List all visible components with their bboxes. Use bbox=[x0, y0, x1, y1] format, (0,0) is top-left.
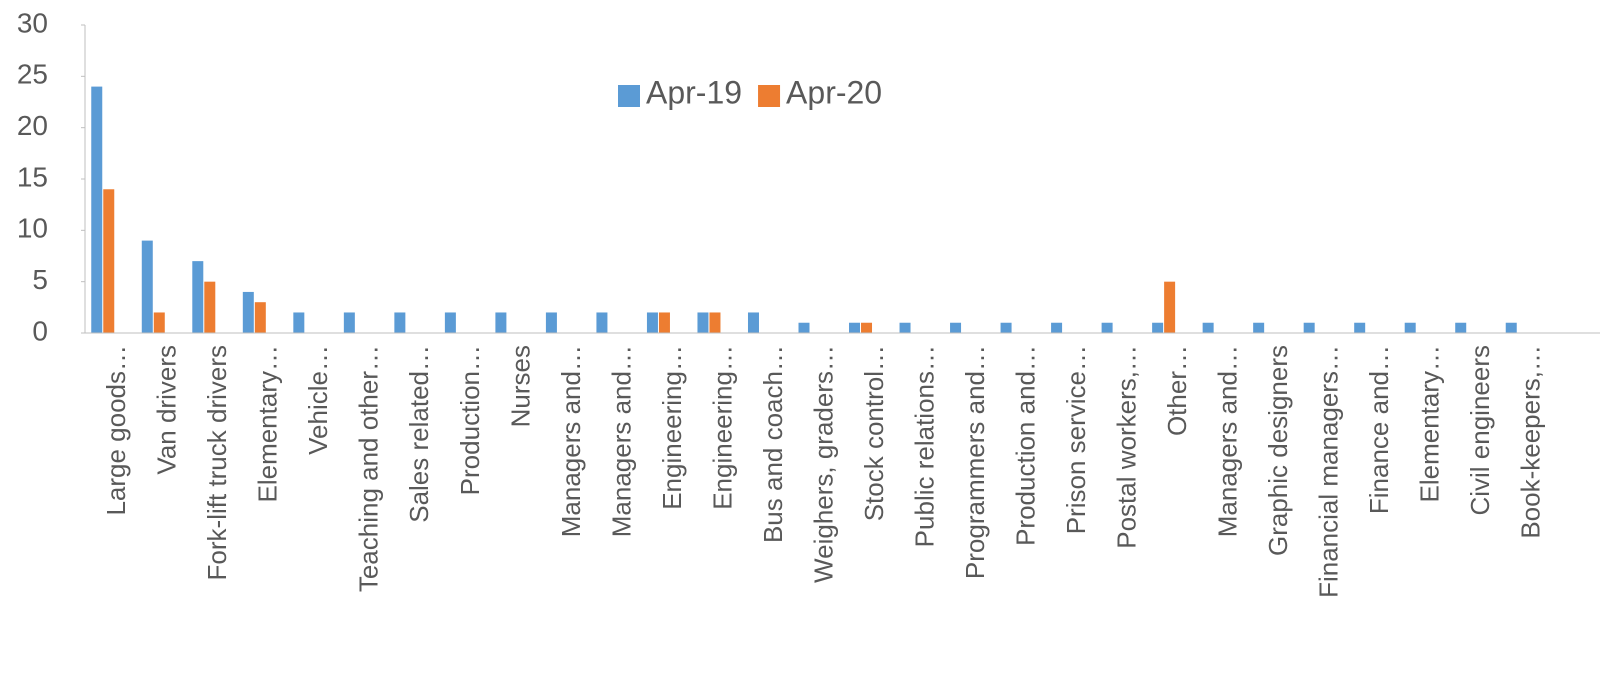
bar bbox=[242, 291, 254, 333]
x-tick-label: Managers and… bbox=[1213, 345, 1243, 537]
bar bbox=[747, 312, 759, 333]
bar bbox=[646, 312, 658, 333]
x-tick-label: Production and… bbox=[1010, 345, 1040, 546]
x-tick-label: Large goods… bbox=[101, 345, 131, 516]
x-tick-label: Fork-lift truck drivers bbox=[202, 345, 232, 580]
bar bbox=[204, 281, 216, 333]
bar bbox=[1253, 322, 1265, 333]
bar bbox=[697, 312, 709, 333]
bar bbox=[1202, 322, 1214, 333]
bar bbox=[899, 322, 911, 333]
x-tick-label: Nurses bbox=[505, 345, 535, 427]
bar bbox=[1505, 322, 1517, 333]
x-tick-label: Managers and… bbox=[606, 345, 636, 537]
y-tick-label: 15 bbox=[17, 161, 48, 192]
bar bbox=[1455, 322, 1467, 333]
y-tick-label: 5 bbox=[32, 264, 48, 295]
bar bbox=[1152, 322, 1164, 333]
bar bbox=[596, 312, 608, 333]
bar bbox=[1354, 322, 1366, 333]
x-tick-label: Book-keepers,… bbox=[1516, 345, 1546, 539]
x-tick-label: Teaching and other… bbox=[354, 345, 384, 592]
bar bbox=[658, 312, 670, 333]
x-tick-label: Weighers, graders… bbox=[808, 345, 838, 583]
legend-swatch bbox=[618, 85, 640, 107]
x-tick-label: Stock control… bbox=[859, 345, 889, 521]
bar bbox=[394, 312, 406, 333]
bar bbox=[343, 312, 355, 333]
bar bbox=[798, 322, 810, 333]
x-tick-label: Public relations… bbox=[909, 345, 939, 547]
x-tick-label: Prison service… bbox=[1061, 345, 1091, 534]
bar bbox=[141, 240, 153, 333]
bar bbox=[861, 322, 873, 333]
x-tick-label: Managers and… bbox=[556, 345, 586, 537]
bar bbox=[1051, 322, 1063, 333]
bar bbox=[950, 322, 962, 333]
x-tick-label: Other… bbox=[1162, 345, 1192, 436]
bar bbox=[192, 261, 204, 333]
bar bbox=[709, 312, 721, 333]
x-tick-label: Bus and coach… bbox=[758, 345, 788, 543]
bar bbox=[293, 312, 305, 333]
y-tick-label: 0 bbox=[32, 315, 48, 346]
y-tick-label: 25 bbox=[17, 59, 48, 90]
x-tick-label: Postal workers,… bbox=[1111, 345, 1141, 549]
x-tick-label: Engineering… bbox=[707, 345, 737, 510]
x-tick-label: Van drivers bbox=[152, 345, 182, 475]
bar bbox=[1101, 322, 1113, 333]
x-tick-label: Engineering… bbox=[657, 345, 687, 510]
x-tick-label: Vehicle… bbox=[303, 345, 333, 455]
y-tick-label: 20 bbox=[17, 110, 48, 141]
x-tick-label: Programmers and… bbox=[960, 345, 990, 579]
x-tick-label: Civil engineers bbox=[1465, 345, 1495, 516]
bar bbox=[495, 312, 507, 333]
x-tick-label: Sales related… bbox=[404, 345, 434, 523]
bar bbox=[545, 312, 557, 333]
bar bbox=[1000, 322, 1012, 333]
x-tick-label: Finance and… bbox=[1364, 345, 1394, 514]
legend-label: Apr-19 bbox=[646, 74, 742, 110]
bar bbox=[254, 302, 266, 333]
bar bbox=[849, 322, 861, 333]
y-tick-label: 30 bbox=[17, 7, 48, 38]
bar bbox=[91, 86, 103, 333]
bar bbox=[153, 312, 165, 333]
y-tick-label: 10 bbox=[17, 213, 48, 244]
bar bbox=[444, 312, 456, 333]
x-tick-label: Financial managers… bbox=[1314, 345, 1344, 598]
bar bbox=[1303, 322, 1315, 333]
legend-swatch bbox=[758, 85, 781, 107]
x-tick-label: Graphic designers bbox=[1263, 345, 1293, 556]
bar bbox=[1164, 281, 1176, 333]
bar bbox=[103, 189, 115, 333]
legend-label: Apr-20 bbox=[786, 74, 882, 110]
x-tick-label: Elementary… bbox=[1415, 345, 1445, 503]
bar bbox=[1404, 322, 1416, 333]
x-tick-label: Production… bbox=[455, 345, 485, 495]
x-tick-label: Elementary… bbox=[253, 345, 283, 503]
